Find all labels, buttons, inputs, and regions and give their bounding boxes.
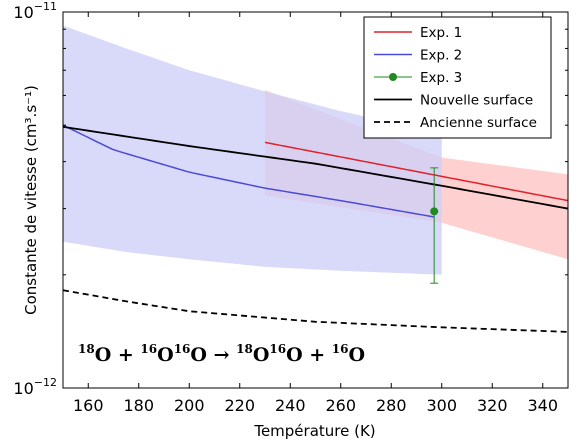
x-axis-ticks: 160 180 200 220 240 260 280 300 320 340 — [73, 12, 558, 415]
x-tick-label: 220 — [224, 396, 255, 415]
x-tick-label: 300 — [426, 396, 457, 415]
x-tick-label: 260 — [325, 396, 356, 415]
series-points — [430, 167, 439, 284]
legend-label: Exp. 3 — [420, 70, 462, 86]
x-tick-label: 240 — [275, 396, 306, 415]
legend: Exp. 1 Exp. 2 Exp. 3 Nouvelle surface Ancien… — [363, 16, 552, 139]
plot-frame — [62, 11, 569, 389]
legend-item-exp-1: Exp. 1 — [374, 25, 462, 41]
x-tick-label: 320 — [477, 396, 508, 415]
series-lines — [63, 124, 568, 333]
legend-label: Nouvelle surface — [420, 93, 533, 109]
legend-item-exp-2: Exp. 2 — [374, 48, 462, 64]
exp-1-line — [264, 141, 568, 202]
x-tick-label: 280 — [376, 396, 407, 415]
legend-label: Ancienne surface — [420, 115, 537, 131]
legend-marker — [389, 73, 397, 81]
legend-item-ancienne-surface: Ancienne surface — [374, 115, 537, 131]
x-tick-label: 340 — [527, 396, 558, 415]
reaction-annotation: 18O + 16O16O → 18O16O + 16O — [78, 342, 365, 366]
exp-2-band — [63, 25, 442, 275]
exp-3-point — [430, 167, 439, 284]
x-tick-label: 160 — [73, 396, 104, 415]
x-axis-label: Température (K) — [253, 422, 375, 440]
legend-item-nouvelle-surface: Nouvelle surface — [374, 93, 533, 109]
y-axis-label: Constante de vitesse (cm³.s⁻¹) — [22, 85, 40, 315]
ancienne-surface-line — [63, 289, 568, 333]
exp-2-line — [63, 124, 435, 218]
nouvelle-surface-line — [63, 125, 568, 210]
legend-label: Exp. 1 — [420, 25, 462, 41]
y-tick-label: 10−11 — [13, 0, 57, 22]
x-tick-label: 180 — [123, 396, 154, 415]
legend-item-exp-3: Exp. 3 — [374, 70, 462, 86]
exp-3-marker — [430, 207, 439, 216]
y-axis-ticks: 10−11 10−12 — [13, 0, 568, 398]
legend-label: Exp. 2 — [420, 48, 462, 64]
x-tick-label: 200 — [174, 396, 205, 415]
y-tick-label: 10−12 — [13, 376, 57, 398]
uncertainty-bands — [63, 25, 568, 275]
